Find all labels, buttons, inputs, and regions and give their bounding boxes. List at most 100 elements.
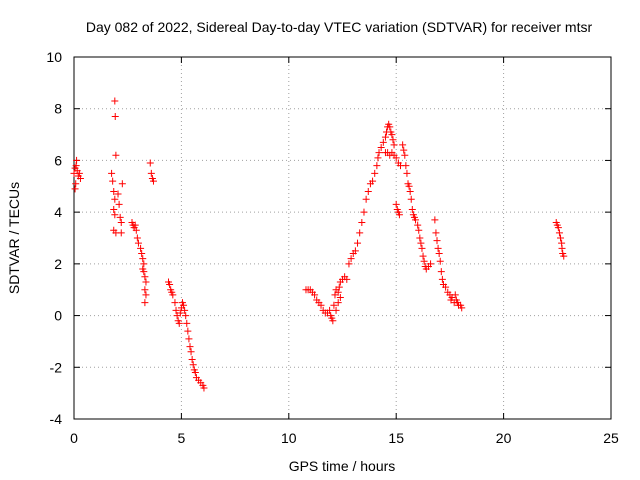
data-point <box>354 239 362 247</box>
y-axis-label: SDTVAR / TECUs <box>6 182 22 294</box>
data-point <box>330 301 338 309</box>
data-point <box>326 306 334 314</box>
data-point <box>334 288 342 296</box>
axis-ticks: 0 5 10 15 20 25 -4 -2 0 2 4 6 8 10 <box>46 49 619 446</box>
data-point <box>557 234 565 242</box>
data-point <box>377 144 385 151</box>
data-point <box>414 221 422 229</box>
data-points <box>70 97 568 392</box>
data-point <box>140 260 148 268</box>
data-point <box>141 273 149 281</box>
data-point <box>412 216 420 224</box>
data-point <box>392 154 400 162</box>
data-point <box>438 275 446 283</box>
chart-title: Day 082 of 2022, Sidereal Day-to-day VTE… <box>86 19 593 35</box>
data-point <box>351 247 359 255</box>
data-point <box>400 146 408 154</box>
data-point <box>141 286 149 294</box>
data-point <box>560 252 568 260</box>
data-point <box>402 162 410 170</box>
data-point <box>132 226 140 234</box>
data-point <box>147 169 155 177</box>
data-point <box>112 151 120 159</box>
x-tick-label: 15 <box>388 430 404 446</box>
data-point <box>554 224 562 232</box>
data-point <box>362 195 370 203</box>
data-point <box>191 368 199 376</box>
data-point <box>115 200 123 208</box>
data-point <box>379 138 387 146</box>
data-point <box>72 180 80 188</box>
data-point <box>451 291 459 299</box>
data-point <box>189 361 197 369</box>
data-point <box>371 169 379 177</box>
data-point <box>395 211 403 219</box>
data-point <box>442 283 450 291</box>
data-point <box>437 268 445 276</box>
data-point <box>347 255 355 263</box>
y-tick-label: 8 <box>54 101 62 117</box>
data-point <box>111 195 119 203</box>
y-tick-label: 10 <box>46 49 62 65</box>
data-point <box>434 244 442 252</box>
data-point <box>418 244 426 252</box>
data-point <box>345 260 353 268</box>
data-point <box>360 208 368 216</box>
data-point <box>431 216 439 224</box>
y-tick-label: 0 <box>54 308 62 324</box>
data-point <box>73 156 81 164</box>
data-point <box>75 169 83 177</box>
data-point <box>200 384 208 392</box>
data-point <box>334 299 342 307</box>
data-point <box>176 309 184 317</box>
data-point <box>406 187 414 195</box>
data-point <box>142 291 150 299</box>
data-point <box>332 306 340 314</box>
data-point <box>142 278 150 286</box>
plot-frame <box>73 56 612 420</box>
data-point <box>110 206 118 214</box>
data-point <box>416 234 424 242</box>
data-point <box>146 159 154 167</box>
x-tick-label: 0 <box>70 430 78 446</box>
data-point <box>403 169 411 177</box>
data-point <box>111 112 119 120</box>
y-tick-label: -4 <box>50 411 63 427</box>
data-point <box>415 226 423 234</box>
data-point <box>114 190 122 198</box>
data-point <box>390 141 398 149</box>
data-point <box>139 255 147 263</box>
data-point <box>180 301 188 309</box>
data-point <box>131 221 139 229</box>
data-point <box>336 293 344 301</box>
data-point <box>386 123 394 131</box>
data-point <box>356 229 364 237</box>
data-point <box>109 177 117 185</box>
data-point <box>166 281 174 289</box>
data-point <box>417 239 425 247</box>
data-point <box>108 169 116 177</box>
x-tick-label: 20 <box>496 430 512 446</box>
data-point <box>110 187 118 195</box>
x-tick-label: 10 <box>281 430 297 446</box>
data-point <box>183 319 191 327</box>
data-point <box>181 306 189 314</box>
data-point <box>407 195 415 203</box>
data-point <box>329 317 337 325</box>
data-point <box>116 213 124 221</box>
data-point <box>392 200 400 208</box>
data-point <box>374 154 382 162</box>
data-point <box>182 312 190 320</box>
data-point <box>558 244 566 252</box>
data-point <box>311 291 319 299</box>
data-point <box>111 97 119 105</box>
y-tick-label: -2 <box>50 359 63 375</box>
data-point <box>433 237 441 245</box>
data-point <box>185 335 193 343</box>
data-point <box>137 244 145 252</box>
data-point <box>375 149 383 157</box>
data-point <box>117 229 125 237</box>
data-point <box>133 234 141 242</box>
